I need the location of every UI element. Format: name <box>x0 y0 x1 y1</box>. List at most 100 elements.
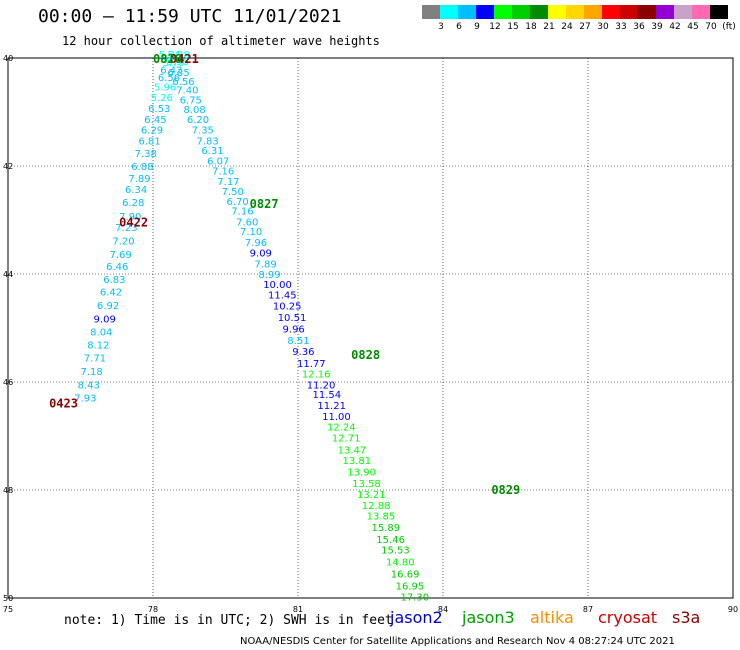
lon-tick-label: 81 <box>293 605 303 614</box>
swh-value: 6.53 <box>148 104 170 115</box>
page-title: 00:00 – 11:59 UTC 11/01/2021 <box>38 6 342 27</box>
legend-label: 39 <box>651 22 663 32</box>
swh-value: 11.77 <box>297 359 326 370</box>
legend-swatch <box>584 5 602 19</box>
legend-label: (ft) <box>722 22 736 32</box>
satellite-legend-jason2: jason2 <box>390 608 443 627</box>
swh-value: 13.47 <box>338 445 367 456</box>
lat-tick-label: 48 <box>3 486 13 495</box>
lat-tick-label: 40 <box>3 54 13 63</box>
lat-tick-label: 50 <box>3 594 13 603</box>
swh-value: 5.96 <box>167 57 189 68</box>
pass-time-label: 0422 <box>119 216 148 230</box>
swh-value: 11.20 <box>307 380 336 391</box>
legend-swatch <box>692 5 710 19</box>
legend-swatch <box>638 5 656 19</box>
lon-tick-label: 87 <box>583 605 593 614</box>
swh-value: 6.92 <box>97 301 119 312</box>
swh-value: 15.89 <box>371 523 400 534</box>
legend-label: 12 <box>489 22 501 32</box>
legend-swatch <box>656 5 674 19</box>
credit-footer: NOAA/NESDIS Center for Satellite Applica… <box>240 636 675 647</box>
lon-tick-label: 78 <box>148 605 158 614</box>
swh-value: 7.23 <box>115 223 137 234</box>
swh-value: 14.80 <box>386 558 415 569</box>
lat-tick-label: 44 <box>3 270 13 279</box>
swh-value: 10.00 <box>263 280 292 291</box>
swh-value: 12.24 <box>327 423 356 434</box>
swh-value: 12.71 <box>332 433 361 444</box>
swh-value: 7.93 <box>74 393 96 404</box>
swh-value: 5.98 <box>168 50 190 61</box>
swh-value: 13.58 <box>352 479 381 490</box>
legend-swatch <box>512 5 530 19</box>
swh-value: 7.38 <box>135 149 157 160</box>
legend-label: 6 <box>456 22 462 32</box>
swh-value: 8.12 <box>87 341 109 352</box>
swh-value: 7.89 <box>255 260 277 271</box>
legend-label: 45 <box>687 22 699 32</box>
swh-value: 6.56 <box>172 77 194 88</box>
units-note: note: 1) Time is in UTC; 2) SWH is in fe… <box>64 613 393 628</box>
swh-value: 6.83 <box>103 275 125 286</box>
swh-value: 6.42 <box>100 288 122 299</box>
swh-value: 8.51 <box>287 336 309 347</box>
swh-value: 6.56 <box>158 73 180 84</box>
swh-value: 8.04 <box>90 328 112 339</box>
legend-label: 42 <box>669 22 681 32</box>
swh-value: 9.96 <box>283 324 305 335</box>
legend-swatch <box>530 5 548 19</box>
satellite-legend-s3a: s3a <box>672 608 701 627</box>
lon-tick-label: 84 <box>438 605 448 614</box>
swh-value: 6.34 <box>125 185 147 196</box>
legend-swatch <box>674 5 692 19</box>
lon-tick-label: 75 <box>3 605 13 614</box>
swh-value: 6.35 <box>168 68 190 79</box>
swh-value: 5.79 <box>163 58 185 69</box>
swh-value: 11.54 <box>313 390 342 401</box>
swh-value: 10.25 <box>273 302 302 313</box>
satellite-legend-cryosat: cryosat <box>598 608 658 627</box>
legend-label: 3 <box>438 22 444 32</box>
legend-label: 24 <box>561 22 573 32</box>
legend-swatch <box>422 5 440 19</box>
swh-value: 10.51 <box>278 313 307 324</box>
swh-value: 6.28 <box>122 198 144 209</box>
legend-label: 70 <box>705 22 717 32</box>
swh-value: 5.26 <box>159 50 181 61</box>
pass-time-label: 0827 <box>250 197 279 211</box>
swh-value: 11.45 <box>268 290 297 301</box>
swh-value: 13.85 <box>367 512 396 523</box>
swh-value: 7.89 <box>128 174 150 185</box>
swh-value: 16.69 <box>391 569 420 580</box>
swh-value: 9.36 <box>292 347 314 358</box>
legend-swatch <box>620 5 638 19</box>
swh-value: 8.08 <box>183 105 205 116</box>
satellite-legend-jason3: jason3 <box>462 608 515 627</box>
swh-value: 7.60 <box>236 217 258 228</box>
swh-value: 7.16 <box>231 207 253 218</box>
swh-value: 11.00 <box>322 412 351 423</box>
legend-swatch <box>476 5 494 19</box>
legend-swatch <box>566 5 584 19</box>
swh-value: 9.09 <box>94 315 116 326</box>
legend-label: 36 <box>633 22 645 32</box>
pass-time-label: 0828 <box>351 348 380 362</box>
swh-value: 7.96 <box>245 238 267 249</box>
pass-time-label: 0423 <box>49 397 78 411</box>
swh-value: 12.88 <box>362 501 391 512</box>
axis-ticks: 75 78 81 84 87 90 40 42 44 46 48 50 <box>3 54 738 614</box>
swh-value: 16.95 <box>396 581 425 592</box>
swh-value: 6.46 <box>106 262 128 273</box>
swh-value: 13.90 <box>347 467 376 478</box>
pass-time-label: 0829 <box>491 483 520 497</box>
legend-label: 15 <box>507 22 519 32</box>
swh-value: 9.09 <box>250 249 272 260</box>
pass-time-label: 0826 <box>153 52 182 66</box>
swh-value: 5.26 <box>151 93 173 104</box>
swh-value: 6.07 <box>207 156 229 167</box>
map-grid <box>8 58 733 598</box>
swh-value: 7.50 <box>222 187 244 198</box>
